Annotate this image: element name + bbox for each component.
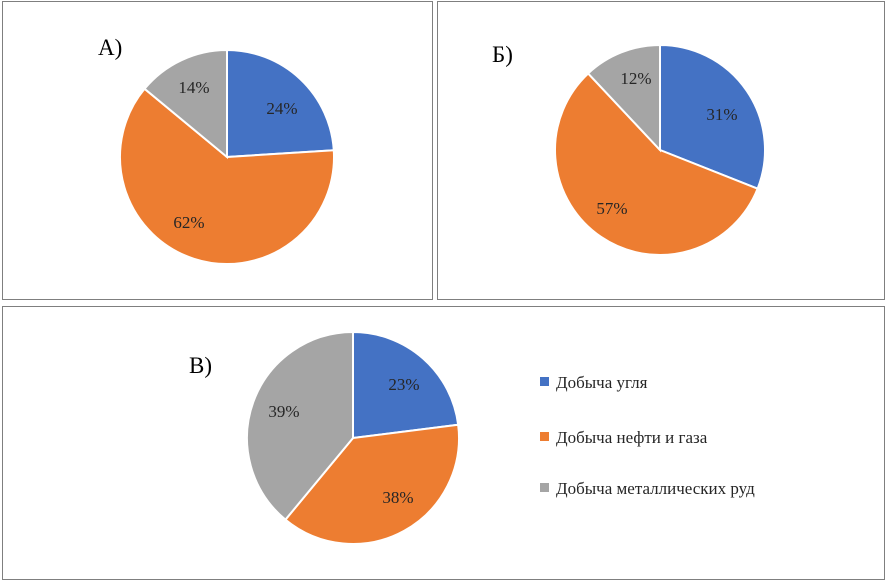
pie-slice-a-coal [226,48,335,159]
pie-slice-b-metal [586,43,661,153]
legend-label-oil-gas: Добыча нефти и газа [556,428,708,447]
slice-label-b-metal: 12% [620,69,651,88]
pie-slice-a-oil-gas [119,87,335,265]
pie-chart-a: А) 24% 62% 14% [98,35,335,265]
slice-label-a-coal: 24% [266,99,297,118]
legend-label-metal: Добыча металлических руд [556,479,755,498]
chart-a-title: А) [98,35,122,60]
slice-label-c-metal: 39% [268,402,299,421]
legend: Добыча угля Добыча нефти и газа Добыча м… [540,373,755,498]
pie-slice-c-metal [246,330,354,522]
legend-swatch-coal [540,377,549,386]
pie-chart-b: Б) 31% 57% 12% [492,42,766,256]
slice-label-c-oil-gas: 38% [382,488,413,507]
slice-label-a-metal: 14% [178,78,209,97]
pie-slice-b-coal [659,43,766,190]
pie-slice-a-metal [143,48,228,160]
pie-slices-b [554,43,766,256]
chart-b-title: Б) [492,42,513,67]
legend-swatch-metal [540,483,549,492]
slice-label-b-oil-gas: 57% [596,199,627,218]
pie-slices-a [119,48,335,265]
chart-c-title: В) [189,353,212,378]
legend-label-coal: Добыча угля [556,373,648,392]
pie-slice-c-coal [352,330,460,440]
pie-slice-c-oil-gas [284,423,460,545]
slice-label-a-oil-gas: 62% [173,213,204,232]
pie-chart-c: В) 23% 38% 39% Добыча угля Добыча нефти … [189,330,755,545]
legend-swatch-oil-gas [540,432,549,441]
slice-label-c-coal: 23% [388,375,419,394]
pie-slice-b-oil-gas [554,72,759,256]
pie-slices-c [246,330,460,545]
slice-label-b-coal: 31% [706,105,737,124]
